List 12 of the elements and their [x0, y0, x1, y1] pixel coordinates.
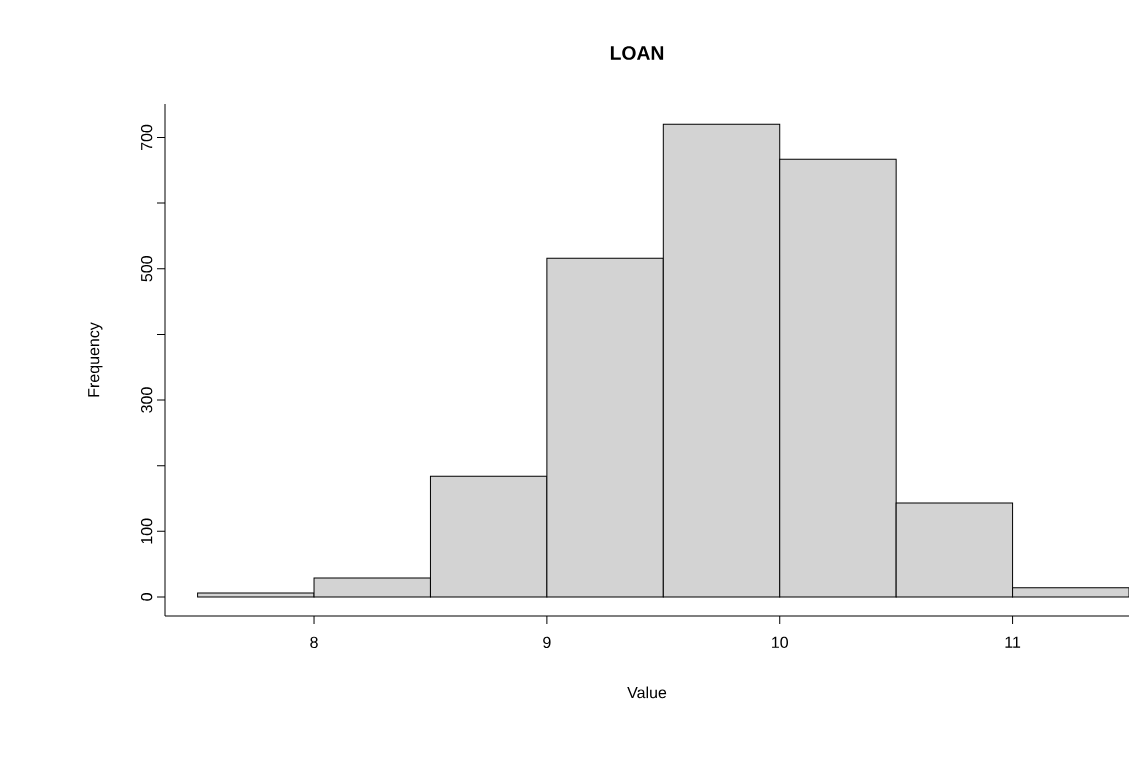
y-tick-label: 0 [140, 593, 153, 601]
y-tick-label: 500 [140, 256, 153, 282]
y-tick-label: 300 [140, 387, 153, 413]
y-tick-label: 100 [140, 518, 153, 544]
y-axis-title: Frequency [88, 322, 103, 397]
x-axis-title: Value [627, 686, 667, 699]
x-tick-label: 8 [310, 636, 318, 649]
chart-title: LOAN [610, 46, 664, 60]
x-tick-label: 11 [1005, 636, 1021, 648]
y-tick-label: 700 [140, 124, 153, 151]
x-tick-label: 9 [543, 636, 551, 649]
x-tick-label: 10 [772, 636, 789, 649]
